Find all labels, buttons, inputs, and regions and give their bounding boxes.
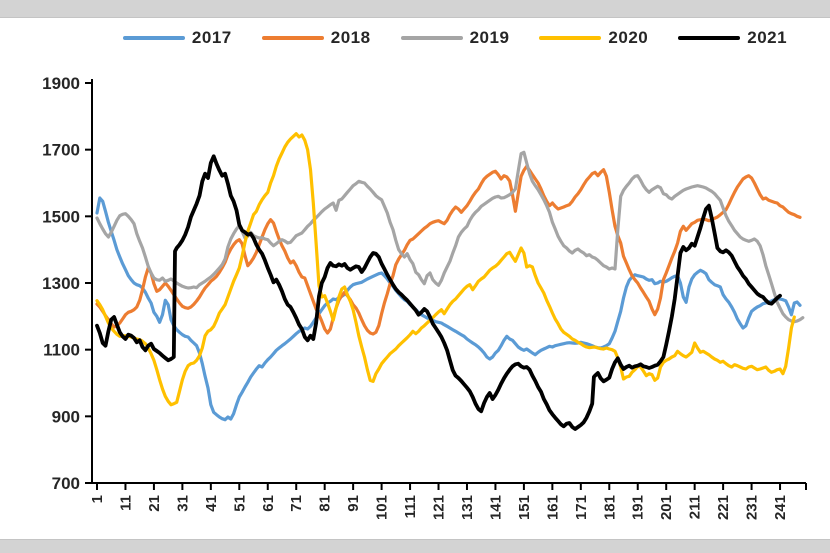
x-tick-label: 71 [288,495,305,512]
legend-item-2018: 2018 [261,28,371,48]
y-axis-ticks: 700 900 1100 1300 1500 1700 1900 [42,74,92,493]
window-top-bar [0,0,830,18]
legend-item-2021: 2021 [678,28,787,48]
axes [91,79,806,484]
x-tick-label: 151 [516,495,533,520]
x-tick-label: 11 [117,495,134,511]
x-tick-label: 91 [345,495,362,512]
x-tick-label: 51 [231,495,248,512]
series-line-2019 [95,150,805,324]
x-tick-label: 181 [601,495,618,520]
y-tick-label: 1700 [42,141,80,160]
window-bottom-bar [0,539,830,553]
x-tick-label: 101 [374,495,391,520]
legend-swatch-2020 [539,36,602,40]
x-tick-label: 121 [431,495,448,520]
series-line-2018 [95,164,802,336]
x-tick-label: 31 [174,495,191,512]
series-line-2017 [95,196,802,422]
x-tick-label: 61 [260,495,277,512]
x-tick-label: 201 [658,495,675,520]
series-line-2021 [95,154,782,431]
legend-swatch-2017 [122,36,185,40]
legend-item-2019: 2019 [400,28,510,48]
x-tick-label: 141 [487,495,504,520]
x-tick-label: 111 [402,495,419,518]
x-tick-label: 231 [744,495,761,520]
legend-label-2021: 2021 [747,28,788,47]
legend-label-2018: 2018 [330,28,371,47]
x-tick-label: 191 [630,495,647,520]
x-tick-label: 131 [459,495,476,520]
legend-swatch-2018 [261,36,324,40]
x-tick-label: 81 [317,495,334,512]
x-tick-label: 171 [573,495,590,520]
y-tick-label: 700 [52,474,80,493]
legend-label-2019: 2019 [469,28,510,47]
legend-swatch-2021 [678,36,741,40]
x-tick-label: 161 [544,495,561,520]
legend-swatch-2019 [400,36,463,40]
y-tick-label: 1900 [42,74,80,93]
y-tick-label: 1500 [42,207,80,226]
series-line-2020 [95,132,796,407]
y-tick-label: 1300 [42,274,80,293]
x-tick-label: 1 [89,495,106,503]
x-tick-label: 21 [146,495,163,512]
x-tick-label: 211 [687,495,704,519]
y-tick-label: 1100 [43,341,80,360]
legend-item-2020: 2020 [539,28,648,48]
legend-item-2017: 2017 [122,28,232,48]
chart-legend: 2017 2018 2019 2020 2021 [90,28,820,48]
y-tick-label: 900 [52,407,80,426]
legend-label-2017: 2017 [191,28,232,47]
x-tick-label: 41 [203,495,220,512]
legend-label-2020: 2020 [608,28,649,47]
x-axis-ticks: 1 11 21 31 41 51 61 71 81 91 101 111 121 131 141 151 161… [89,483,807,520]
x-tick-label: 241 [772,495,789,520]
x-tick-label: 221 [715,495,732,520]
